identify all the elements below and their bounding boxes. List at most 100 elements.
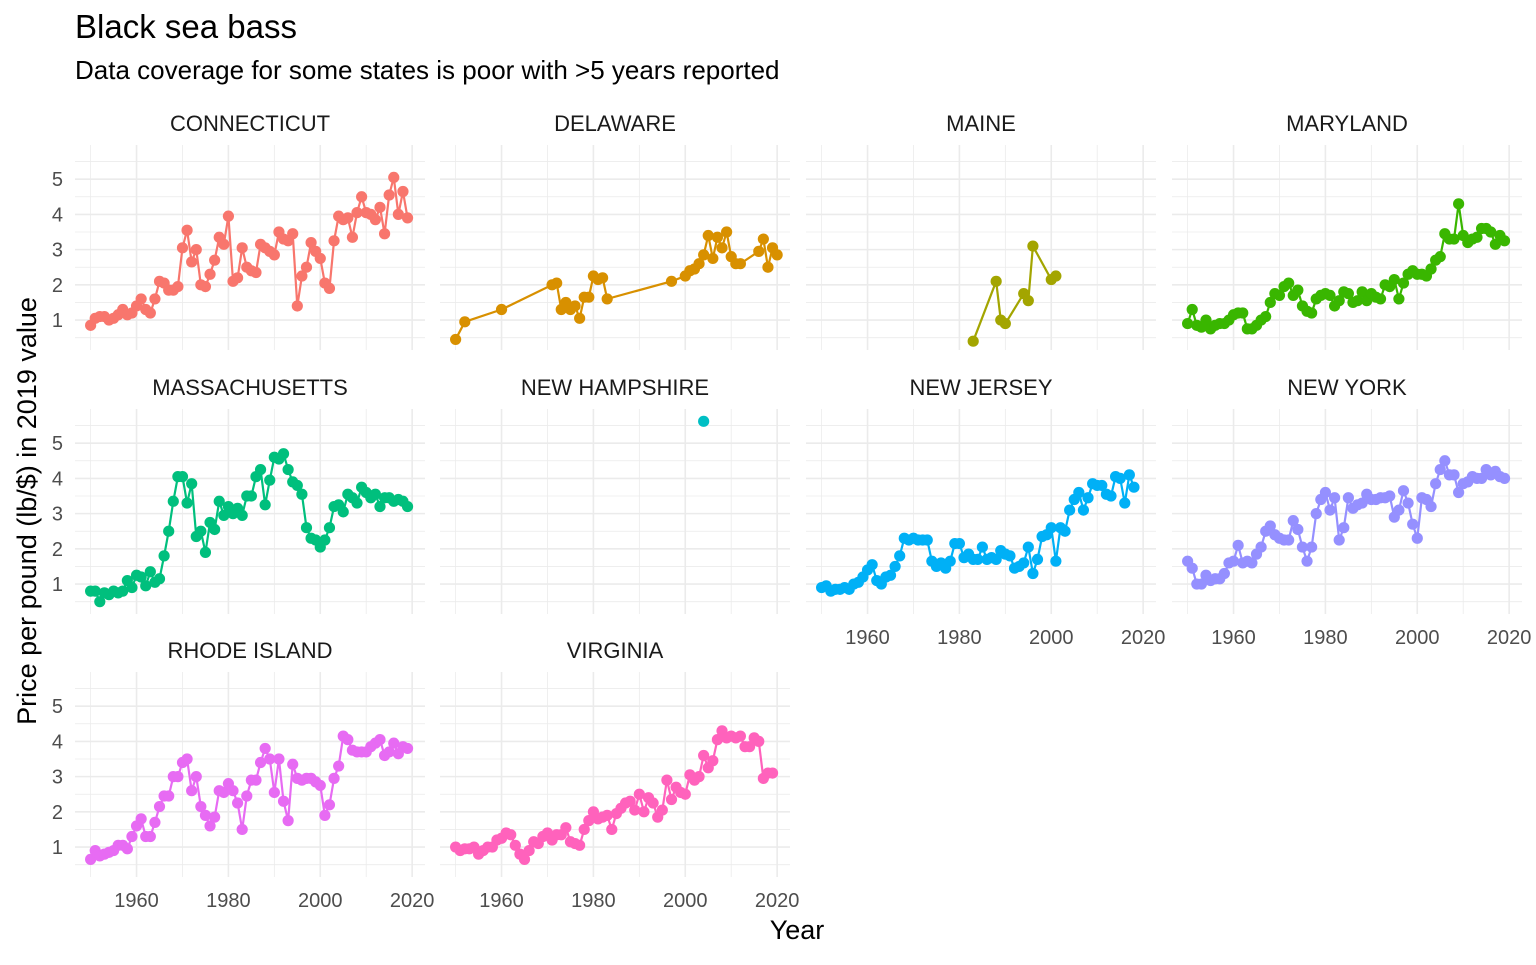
data-point xyxy=(734,258,746,270)
data-point xyxy=(884,569,897,581)
data-point xyxy=(231,797,244,809)
data-point xyxy=(889,560,901,573)
data-point xyxy=(1324,289,1336,302)
x-tick-label: 1960 xyxy=(1211,627,1256,649)
strip-label: MASSACHUSETTS xyxy=(152,375,348,400)
data-point xyxy=(509,839,521,851)
data-point xyxy=(976,541,988,553)
data-point xyxy=(1050,555,1062,567)
data-point xyxy=(259,742,271,755)
data-point xyxy=(1351,295,1364,307)
data-point xyxy=(1283,277,1295,289)
data-point xyxy=(231,272,244,284)
y-tick-label: 5 xyxy=(52,696,63,718)
data-point xyxy=(167,495,179,507)
data-point xyxy=(401,742,414,755)
data-point xyxy=(757,233,769,245)
data-point xyxy=(921,534,933,546)
x-tick-label: 2020 xyxy=(755,890,800,912)
data-point xyxy=(401,500,414,513)
data-point xyxy=(323,522,336,534)
data-point xyxy=(1393,504,1405,516)
data-point xyxy=(1031,553,1044,566)
data-point xyxy=(1328,492,1341,504)
data-point xyxy=(282,463,294,476)
data-point xyxy=(716,242,728,254)
x-tick-label: 1980 xyxy=(571,890,616,912)
data-point xyxy=(766,767,779,779)
data-point xyxy=(383,746,395,758)
y-tick-label: 4 xyxy=(52,731,63,753)
data-point xyxy=(374,734,386,746)
data-point xyxy=(1246,557,1258,569)
data-point xyxy=(1195,578,1207,590)
x-tick-label: 1980 xyxy=(937,627,982,649)
data-point xyxy=(236,242,248,254)
data-point xyxy=(383,189,395,201)
data-point xyxy=(1182,317,1194,330)
data-point xyxy=(277,795,290,807)
data-point xyxy=(397,185,409,198)
x-tick-label: 1960 xyxy=(114,890,159,912)
x-tick-label: 2020 xyxy=(1487,627,1532,649)
strip-label: CONNECTICUT xyxy=(170,111,330,136)
data-point xyxy=(296,270,308,282)
data-point xyxy=(186,256,198,268)
data-point xyxy=(972,553,984,566)
data-point xyxy=(1333,295,1345,307)
data-point xyxy=(1310,508,1322,520)
data-point xyxy=(665,275,678,287)
data-point xyxy=(1306,541,1318,553)
data-point xyxy=(245,490,257,502)
y-tick-label: 4 xyxy=(52,468,63,490)
data-point xyxy=(328,235,340,247)
data-point xyxy=(1397,277,1410,289)
data-point xyxy=(89,585,101,597)
data-point xyxy=(1105,490,1117,502)
data-point xyxy=(1448,233,1460,245)
data-point xyxy=(181,224,193,236)
data-point xyxy=(254,463,267,476)
strip-label: MARYLAND xyxy=(1286,111,1408,136)
data-point xyxy=(199,809,212,821)
data-point xyxy=(1283,534,1295,546)
data-point xyxy=(1453,198,1465,210)
data-point xyxy=(1430,478,1442,490)
data-point xyxy=(121,843,133,855)
data-point xyxy=(392,208,404,220)
data-point xyxy=(1402,497,1414,509)
data-point xyxy=(135,293,147,305)
x-tick-label: 1980 xyxy=(1303,627,1348,649)
data-point xyxy=(601,293,613,305)
data-point xyxy=(693,258,705,270)
strip-label: RHODE ISLAND xyxy=(167,638,332,663)
data-point xyxy=(624,795,636,807)
data-point xyxy=(337,506,349,518)
data-point xyxy=(1128,481,1140,493)
y-tick-label: 3 xyxy=(52,240,63,262)
data-point xyxy=(186,785,198,797)
data-point xyxy=(374,500,386,513)
data-point xyxy=(176,471,189,483)
data-point xyxy=(518,853,531,865)
data-point xyxy=(1306,307,1318,319)
data-point xyxy=(1264,296,1276,309)
data-point xyxy=(236,509,248,521)
data-point xyxy=(1434,463,1446,476)
data-point xyxy=(135,813,147,825)
data-point xyxy=(1439,455,1451,467)
data-point xyxy=(149,293,161,305)
data-point xyxy=(158,550,170,562)
data-point xyxy=(369,214,381,226)
data-point xyxy=(953,537,966,550)
x-tick-label: 1960 xyxy=(479,890,524,912)
data-point xyxy=(1073,486,1085,499)
data-point xyxy=(638,806,650,818)
data-point xyxy=(1287,515,1299,527)
data-point xyxy=(195,800,207,813)
data-point xyxy=(1356,286,1368,298)
data-point xyxy=(944,555,956,567)
data-point xyxy=(1393,293,1405,305)
data-point xyxy=(1123,469,1135,481)
